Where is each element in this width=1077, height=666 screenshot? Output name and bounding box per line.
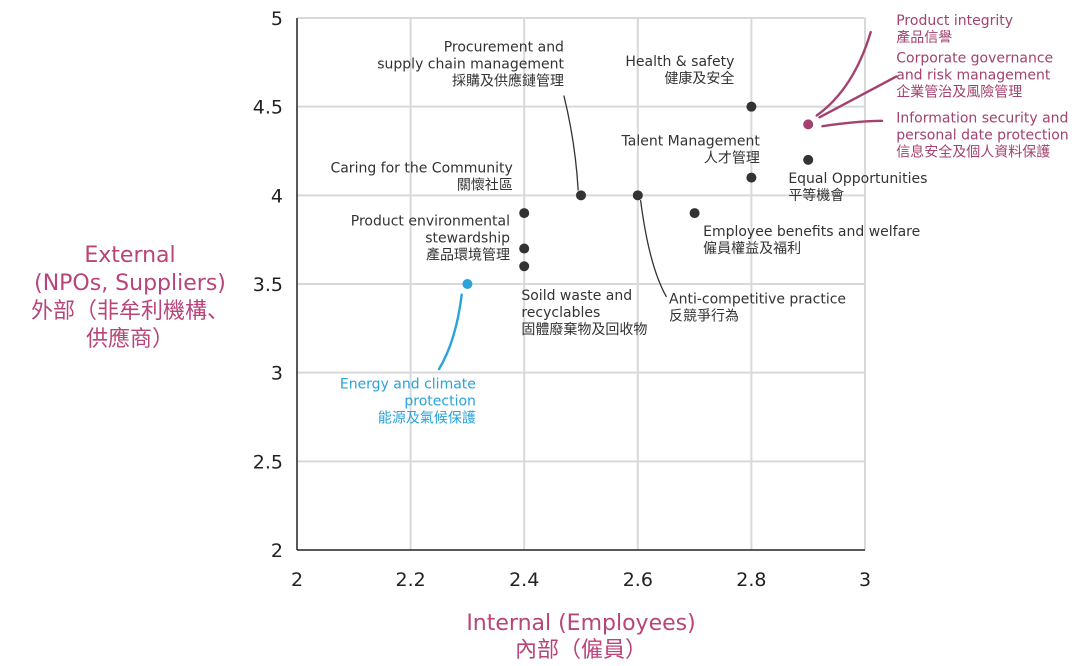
data-point: [689, 208, 700, 219]
annotation-line: Product integrity: [896, 13, 1013, 29]
annotation-line: Information security and: [896, 111, 1068, 127]
annotation-line: Corporate governance: [896, 50, 1053, 66]
annotation-line: 僱員權益及福利: [703, 241, 801, 257]
annotation-line: 人才管理: [704, 151, 760, 167]
annotation-line: Talent Management: [621, 134, 761, 150]
x-tick-label: 2.8: [736, 569, 766, 591]
leader-line: [821, 119, 884, 128]
annotation-line: 反競爭行為: [669, 309, 739, 325]
y-tick-label: 4: [271, 185, 283, 207]
leader-lines: [437, 30, 898, 371]
annotation-line: Employee benefits and welfare: [703, 224, 920, 240]
data-point: [746, 101, 757, 112]
y-axis-label-line: 外部（非牟利機構、: [31, 299, 229, 324]
annotation-line: 信息安全及個人資料保護: [896, 144, 1050, 161]
annotation-line: Soild waste and: [521, 288, 632, 304]
annotation-line: 採購及供應鏈管理: [452, 73, 564, 90]
data-point: [746, 172, 757, 183]
data-points: [462, 101, 814, 289]
x-tick-label: 2.4: [509, 569, 539, 591]
y-axis-label-line: 供應商）: [86, 326, 174, 352]
x-axis-label-zh: 內部（僱員）: [515, 638, 647, 662]
annotation-line: recyclables: [521, 305, 600, 321]
annotation-line: 產品信譽: [896, 29, 952, 46]
data-point: [462, 279, 473, 289]
grid: [297, 17, 866, 550]
annotation-line: 產品環境管理: [426, 246, 510, 263]
annotation-line: 能源及氣候保護: [378, 411, 476, 427]
annotation-line: Energy and climate: [340, 377, 476, 393]
data-point: [519, 261, 530, 272]
annotation-line: and risk management: [896, 67, 1051, 83]
annotation-line: Anti-competitive practice: [669, 292, 846, 308]
leader-line: [639, 200, 667, 298]
y-tick-label: 3.5: [253, 274, 283, 296]
annotation-line: 固體廢棄物及回收物: [521, 321, 647, 338]
y-axis-label-line: External: [84, 243, 175, 268]
annotation-line: 企業管治及風險管理: [896, 83, 1022, 100]
annotation-line: Equal Opportunities: [788, 171, 927, 187]
y-tick-label: 2.5: [253, 451, 283, 473]
data-point: [519, 208, 530, 219]
x-axis-label: Internal (Employees): [466, 611, 695, 636]
annotation-line: Procurement and: [444, 40, 564, 56]
annotation-line: Product environmental: [351, 213, 510, 229]
annotation-line: 關懷社區: [457, 177, 513, 193]
axes: 2 2.2 2.4 2.6 2.8 3 2 2.5 3 3.5 4 4.5 5: [253, 8, 871, 591]
data-point: [632, 190, 643, 201]
annotation-line: personal date protection: [896, 128, 1068, 144]
y-tick-label: 5: [271, 8, 283, 30]
annotation-line: stewardship: [425, 230, 510, 246]
leader-line: [815, 30, 872, 117]
data-point: [519, 243, 530, 254]
annotation-line: 平等機會: [788, 187, 844, 204]
annotation-line: 健康及安全: [664, 70, 734, 87]
x-tick-label: 2.2: [395, 569, 425, 591]
data-point: [803, 154, 814, 165]
x-tick-label: 2: [291, 569, 303, 591]
leader-line: [437, 293, 463, 371]
x-tick-label: 3: [859, 569, 871, 591]
axis-labels: Internal (Employees)內部（僱員） External (NPOs,…: [31, 243, 696, 663]
data-point: [803, 119, 814, 130]
y-tick-label: 2: [271, 540, 283, 562]
annotation-line: Health & safety: [625, 54, 734, 70]
annotation-line: supply chain management: [377, 57, 564, 73]
annotation-line: protection: [404, 394, 476, 410]
data-point: [576, 190, 586, 201]
y-tick-label: 4.5: [253, 97, 283, 119]
x-tick-label: 2.6: [623, 569, 653, 591]
annotation-line: Caring for the Community: [330, 160, 512, 176]
leader-line: [563, 95, 579, 191]
leader-line: [818, 75, 898, 119]
y-axis-label-line: (NPOs, Suppliers): [34, 271, 226, 296]
y-tick-label: 3: [271, 363, 283, 385]
